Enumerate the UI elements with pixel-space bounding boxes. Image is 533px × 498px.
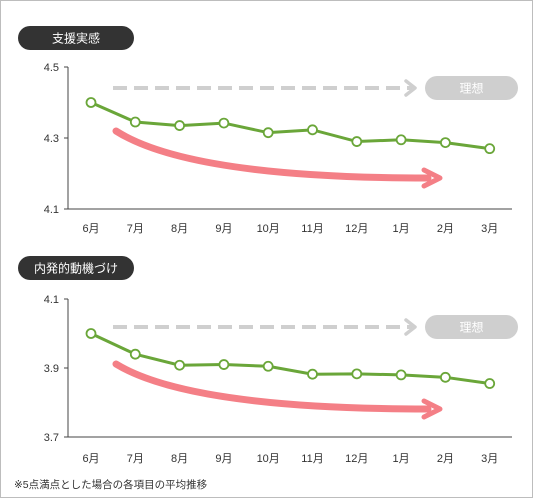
motivation-data-point [439, 371, 451, 383]
support-data-point [262, 127, 274, 139]
support-data-point [129, 116, 141, 128]
support-ideal-label: 理想 [459, 81, 483, 96]
support-x-tick-label: 11月 [301, 223, 323, 235]
support-chart: 支援実感 4.5 4.3 4.1 6月 7月 8月 9月 10月 11月 12月 1月 2月 3月 理想 [18, 26, 518, 235]
motivation-x-tick-label: 9月 [215, 453, 232, 465]
motivation-data-point [129, 348, 141, 360]
support-series-line [90, 101, 490, 151]
support-ideal-pill [425, 76, 518, 100]
motivation-ideal-pill [425, 315, 518, 339]
support-x-tick-label: 6月 [82, 223, 99, 235]
motivation-ideal-label: 理想 [459, 320, 483, 335]
motivation-y-tick-label: 3.7 [44, 432, 59, 444]
support-x-tick-label: 2月 [437, 223, 454, 235]
footnote: ※5点満点とした場合の各項目の平均推移 [14, 479, 208, 491]
motivation-data-point [174, 359, 186, 371]
motivation-trend-arrow-line [112, 360, 432, 413]
support-data-point [439, 137, 451, 149]
support-title: 支援実感 [52, 31, 100, 46]
support-data-point [484, 143, 496, 155]
motivation-data-point [395, 369, 407, 381]
motivation-x-tick-label: 12月 [345, 453, 368, 465]
motivation-x-tick-label: 6月 [82, 453, 99, 465]
support-x-tick-label: 7月 [127, 223, 144, 235]
support-data-point [174, 120, 186, 131]
support-data-point [218, 117, 230, 129]
motivation-title: 内発的動機づけ [34, 261, 118, 276]
support-x-tick-label: 3月 [481, 223, 498, 235]
support-x-tick-label: 1月 [393, 223, 410, 235]
motivation-data-point [307, 368, 318, 380]
support-x-tick-label: 12月 [345, 223, 368, 235]
support-data-point [307, 124, 318, 136]
support-x-tick-label: 9月 [215, 223, 232, 235]
motivation-y-tick-label: 3.9 [44, 363, 59, 375]
support-data-point [85, 97, 97, 108]
support-data-point [351, 136, 363, 147]
motivation-chart: 内発的動機づけ 4.1 3.9 3.7 6月 7月 8月 9月 10月 11月 12月 1月 2月 3月 理… [18, 256, 518, 465]
support-y-tick-label: 4.1 [44, 204, 59, 216]
support-x-tick-label: 8月 [171, 223, 188, 235]
motivation-data-point [351, 368, 363, 380]
support-trend-arrow-head [421, 167, 443, 189]
motivation-data-point [218, 359, 230, 370]
support-x-tick-label: 10月 [257, 223, 280, 235]
motivation-ideal-arrow-head [404, 318, 417, 336]
motivation-trend-arrow-head [421, 398, 443, 420]
support-y-tick-label: 4.3 [44, 133, 59, 145]
support-data-point [395, 134, 407, 146]
support-ideal-arrow-head [404, 79, 417, 97]
motivation-data-point [85, 328, 97, 339]
support-title-pill [18, 26, 134, 50]
motivation-x-tick-label: 10月 [257, 453, 280, 465]
motivation-data-point [484, 378, 496, 389]
motivation-x-tick-label: 11月 [301, 453, 323, 465]
motivation-x-tick-label: 2月 [437, 453, 454, 465]
support-y-tick-label: 4.5 [44, 62, 59, 74]
motivation-x-tick-label: 8月 [171, 453, 188, 465]
motivation-y-tick-label: 4.1 [44, 294, 59, 306]
motivation-data-point [262, 360, 274, 372]
support-trend-arrow-line [112, 127, 432, 182]
motivation-x-tick-label: 3月 [481, 453, 498, 465]
motivation-x-tick-label: 1月 [393, 453, 410, 465]
motivation-title-pill [18, 256, 134, 280]
motivation-series-line [90, 332, 490, 386]
motivation-x-tick-label: 7月 [127, 453, 144, 465]
